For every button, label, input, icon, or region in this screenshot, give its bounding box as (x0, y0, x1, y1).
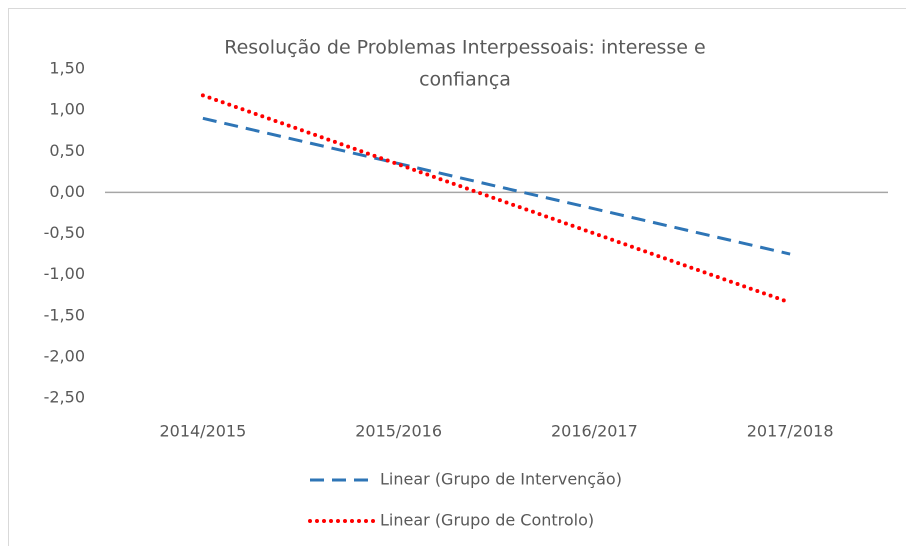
y-tick-label: -2,50 (44, 388, 85, 407)
legend-label: Linear (Grupo de Controlo) (380, 511, 594, 530)
y-tick-label: 1,50 (49, 59, 85, 78)
x-tick-label: 2017/2018 (747, 422, 834, 441)
y-tick-label: -1,50 (44, 305, 85, 324)
chart-border (8, 8, 906, 546)
y-tick-label: -1,00 (44, 264, 85, 283)
legend-label: Linear (Grupo de Intervenção) (380, 470, 622, 489)
chart-title: Resolução de Problemas Interpessoais: in… (224, 37, 705, 59)
chart-title: confiança (419, 69, 511, 91)
y-tick-label: -2,00 (44, 346, 85, 365)
trend-line (202, 116, 791, 256)
x-tick-label: 2016/2017 (551, 422, 638, 441)
trend-line (200, 93, 793, 305)
x-tick-label: 2014/2015 (159, 422, 246, 441)
y-tick-label: 0,50 (49, 141, 85, 160)
y-tick-label: 1,00 (49, 100, 85, 119)
y-tick-label: 0,00 (49, 182, 85, 201)
y-tick-label: -0,50 (44, 223, 85, 242)
x-tick-label: 2015/2016 (355, 422, 442, 441)
